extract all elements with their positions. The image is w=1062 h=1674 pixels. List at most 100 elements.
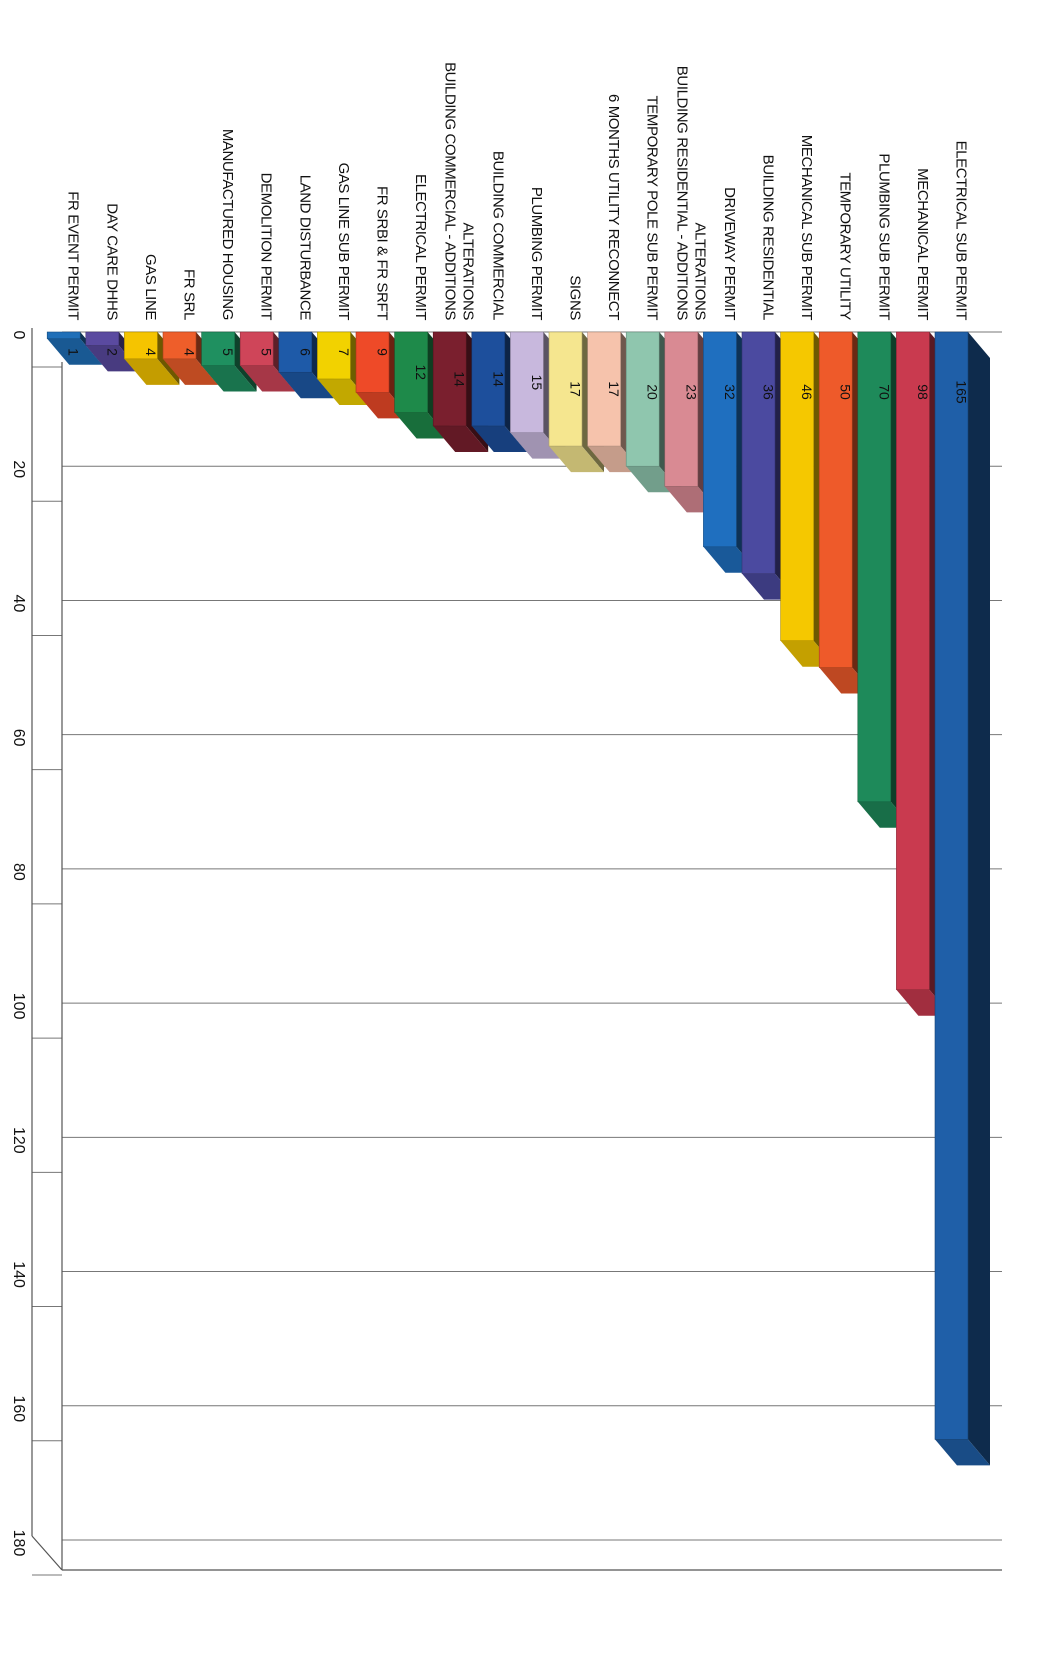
- category-label: MANUFACTURED HOUSING: [219, 129, 236, 320]
- floor-corner: [31, 1535, 63, 1571]
- category-label-line: BUILDING COMMERCIAL: [489, 151, 506, 320]
- category-label: TEMPORARY POLE SUB PERMIT: [644, 96, 661, 321]
- category-label-line: BUILDING RESIDENTIAL - ADDITIONS: [673, 66, 690, 321]
- bar-front-face: [355, 331, 390, 393]
- x-tick-label: 80: [10, 863, 27, 881]
- grid-layer: [31, 328, 1002, 1576]
- category-label: LAND DISTURBANCE: [296, 175, 313, 321]
- category-label: FR SRBI & FR SRFT: [374, 186, 391, 320]
- category-label-line: GAS LINE SUB PERMIT: [335, 163, 352, 321]
- category-label: MECHANICAL SUB PERMIT: [798, 135, 815, 320]
- category-label: BUILDING RESIDENTIAL: [760, 155, 777, 320]
- category-label: PLUMBING PERMIT: [528, 187, 545, 320]
- bar-end-face: [510, 432, 566, 459]
- bar-value-label: 14: [490, 371, 506, 387]
- bar-value-label: 4: [182, 348, 198, 356]
- bar-front-face: [625, 331, 660, 467]
- bar-value-label: 2: [104, 348, 120, 356]
- category-label-line: PLUMBING PERMIT: [528, 187, 545, 320]
- category-label: FR SRL: [181, 269, 198, 320]
- bar-front-face: [278, 331, 313, 373]
- bar-front-face: [703, 331, 737, 548]
- bar-value-label: 5: [259, 348, 275, 356]
- bar-value-label: 17: [606, 381, 622, 397]
- category-label: ELECTRICAL PERMIT: [412, 174, 429, 320]
- bar-value-label: 36: [761, 384, 777, 400]
- bar-end-face: [47, 338, 103, 365]
- category-label: ELECTRICAL SUB PERMIT: [953, 141, 970, 321]
- category-label: TEMPORARY UTILITY: [837, 172, 854, 320]
- bar-value-label: 9: [375, 348, 391, 356]
- bar-front-face: [124, 331, 158, 360]
- x-tick-label: 120: [10, 1127, 27, 1154]
- bar-value-label: 20: [645, 384, 661, 400]
- category-label: PLUMBING SUB PERMIT: [875, 153, 892, 320]
- bar-front-face: [432, 331, 467, 427]
- bar-end-face: [201, 365, 257, 392]
- bar-side-face: [968, 332, 990, 1466]
- bar-value-label: 6: [297, 348, 313, 356]
- category-label-line: ELECTRICAL PERMIT: [412, 174, 429, 320]
- category-label-line: ALTERATIONS: [691, 222, 708, 320]
- bar-front-face: [934, 331, 969, 1440]
- bar-value-label: 12: [413, 364, 429, 380]
- category-label: DRIVEWAY PERMIT: [721, 187, 738, 320]
- category-label-line: FR SRL: [181, 269, 198, 320]
- tick-layer: 0 20 40 60 80 100 120 140 160 180: [10, 331, 27, 1557]
- bar-front-face: [780, 331, 814, 642]
- bar-front-face: [85, 331, 120, 346]
- bar-end-face: [471, 425, 527, 452]
- category-label-line: DRIVEWAY PERMIT: [721, 187, 738, 320]
- category-label-line: SIGNS: [567, 275, 584, 320]
- category-label-line: BUILDING RESIDENTIAL: [760, 155, 777, 320]
- bar-front-face: [471, 331, 506, 427]
- category-label-line: DAY CARE DHHS: [103, 203, 120, 320]
- category-label: 6 MONTHS UTILITY RECONNECT: [605, 94, 622, 320]
- bar-front-face: [46, 331, 81, 340]
- category-label: DAY CARE DHHS: [103, 203, 120, 320]
- category-label-line: FR EVENT PERMIT: [65, 191, 82, 320]
- category-label-line: ALTERATIONS: [460, 222, 477, 320]
- bar-value-label: 165: [954, 380, 970, 404]
- bar-end-face: [317, 378, 373, 405]
- label-layer: 1 FR EVENT PERMIT 2 DAY CARE DHHS 4 GAS LINE 4…: [65, 62, 970, 404]
- bar-value-label: 17: [568, 381, 584, 397]
- category-label-line: DEMOLITION PERMIT: [258, 173, 275, 321]
- category-label-line: PLUMBING SUB PERMIT: [875, 153, 892, 320]
- x-tick-label: 180: [10, 1530, 27, 1557]
- category-label: BUILDING COMMERCIAL: [489, 151, 506, 320]
- bar-front-face: [664, 331, 699, 487]
- bar-front-face: [741, 331, 776, 574]
- bar-value-label: 70: [876, 384, 892, 400]
- x-tick-label: 160: [10, 1395, 27, 1422]
- category-label-line: MANUFACTURED HOUSING: [219, 129, 236, 320]
- bar-end-face: [394, 412, 450, 439]
- category-label: BUILDING COMMERCIAL - ADDITIONS ALTERATIO…: [442, 62, 477, 320]
- bar-value-label: 5: [220, 348, 236, 356]
- category-label-line: BUILDING COMMERCIAL - ADDITIONS: [442, 62, 459, 320]
- x-tick-label: 40: [10, 595, 27, 613]
- bar-value-label: 14: [452, 371, 468, 387]
- bar-value-label: 46: [799, 384, 815, 400]
- category-label: DEMOLITION PERMIT: [258, 173, 275, 321]
- bar-0: [934, 331, 990, 1466]
- bar-end-face: [124, 358, 180, 385]
- bar-end-face: [549, 446, 604, 473]
- bar-front-face: [857, 331, 892, 803]
- x-tick-label: 140: [10, 1261, 27, 1288]
- category-label-line: MECHANICAL SUB PERMIT: [798, 135, 815, 320]
- bar-value-label: 23: [683, 384, 699, 400]
- bar-value-label: 15: [529, 375, 545, 391]
- x-tick-label: 100: [10, 993, 27, 1020]
- category-label-line: TEMPORARY UTILITY: [837, 172, 854, 320]
- category-label-line: FR SRBI & FR SRFT: [374, 186, 391, 320]
- bar-value-label: 32: [722, 384, 738, 400]
- category-label-line: TEMPORARY POLE SUB PERMIT: [644, 96, 661, 321]
- x-tick-label: 20: [10, 460, 27, 478]
- bar-layer: [46, 331, 990, 1466]
- bar-front-face: [162, 331, 197, 360]
- category-label-line: GAS LINE: [142, 254, 159, 320]
- category-label-line: LAND DISTURBANCE: [296, 175, 313, 321]
